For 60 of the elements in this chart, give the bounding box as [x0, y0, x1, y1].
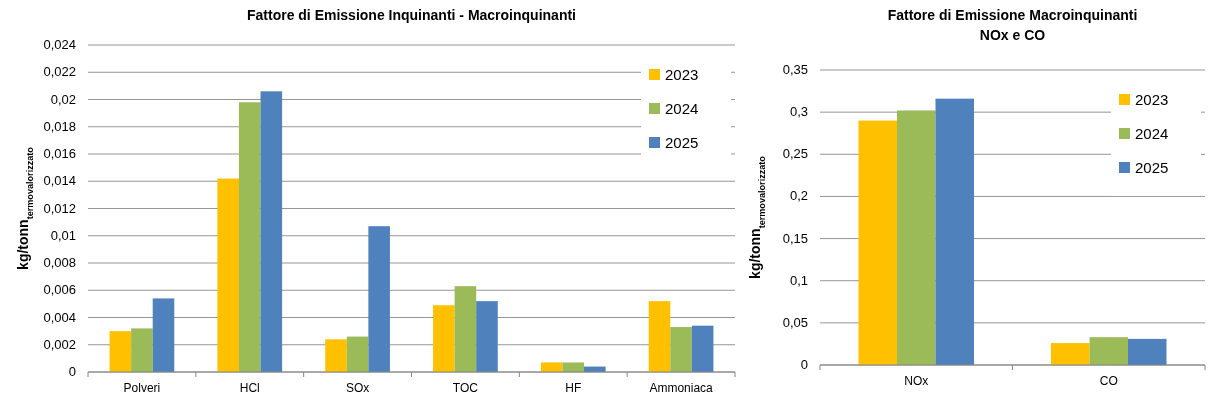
- bar: [152, 298, 175, 372]
- bar: [648, 301, 671, 372]
- y-tick-label: 0,022: [43, 64, 76, 80]
- chart-title: Fattore di Emissione Macroinquinanti NOx e CO: [887, 7, 1138, 43]
- y-tick-label: 0,35: [782, 62, 808, 77]
- y-tick-label: 0: [800, 357, 808, 372]
- legend-label: 2023: [665, 66, 699, 83]
- bar: [476, 301, 498, 372]
- bar: [1051, 343, 1090, 365]
- y-tick-label: 0,024: [43, 37, 76, 52]
- y-tick-label: 0,004: [43, 309, 76, 325]
- y-tick-label: 0,25: [782, 146, 808, 162]
- bar: [131, 328, 153, 372]
- bar: [670, 327, 692, 372]
- x-tick-label: HCl: [239, 381, 260, 395]
- bar: [691, 325, 714, 372]
- x-tick-label: SOx: [345, 381, 370, 395]
- bar: [935, 98, 974, 365]
- bar: [433, 305, 455, 372]
- bar: [346, 336, 369, 372]
- x-tick-label: TOC: [452, 381, 479, 395]
- y-tick-label: 0,008: [43, 255, 76, 270]
- legend-label: 2025: [665, 134, 699, 151]
- bar: [454, 286, 477, 372]
- y-tick-label: 0,2: [789, 188, 808, 204]
- y-tick-label: 0: [68, 364, 76, 379]
- bar: [897, 110, 936, 365]
- bar: [217, 178, 239, 372]
- legend-label: 2025: [1135, 159, 1169, 176]
- bar: [325, 339, 347, 372]
- y-tick-label: 0,15: [782, 230, 808, 246]
- bar: [368, 226, 390, 372]
- y-tick-label: 0,3: [789, 104, 808, 120]
- x-tick-label: Ammoniaca: [649, 381, 714, 395]
- y-tick-label: 0,05: [782, 314, 808, 330]
- x-tick-label: HF: [565, 381, 582, 395]
- bar: [109, 331, 132, 372]
- bar: [1128, 338, 1167, 365]
- x-tick-label: NOx: [904, 374, 929, 388]
- x-tick-label: Polveri: [123, 381, 161, 395]
- bar: [1089, 337, 1128, 365]
- y-tick-label: 0,018: [43, 118, 76, 134]
- chart-title: Fattore di Emissione Inquinanti - Macroinquinanti: [246, 7, 577, 23]
- y-tick-label: 0,014: [43, 173, 76, 189]
- y-tick-label: 0,016: [43, 146, 76, 161]
- y-tick-label: 0,01: [50, 227, 76, 243]
- y-tick-label: 0,1: [789, 272, 808, 288]
- y-tick-label: 0,02: [50, 91, 76, 107]
- bar: [858, 120, 897, 365]
- legend-label: 2023: [1135, 91, 1169, 108]
- y-tick-label: 0,012: [43, 200, 76, 216]
- x-tick-label: CO: [1099, 374, 1118, 388]
- legend-label: 2024: [665, 100, 699, 117]
- y-tick-label: 0,006: [43, 282, 76, 298]
- y-tick-label: 0,002: [43, 336, 76, 352]
- bar: [540, 362, 563, 372]
- bar: [562, 362, 585, 372]
- legend-label: 2024: [1135, 125, 1169, 142]
- bar: [260, 91, 283, 372]
- bar: [238, 102, 261, 372]
